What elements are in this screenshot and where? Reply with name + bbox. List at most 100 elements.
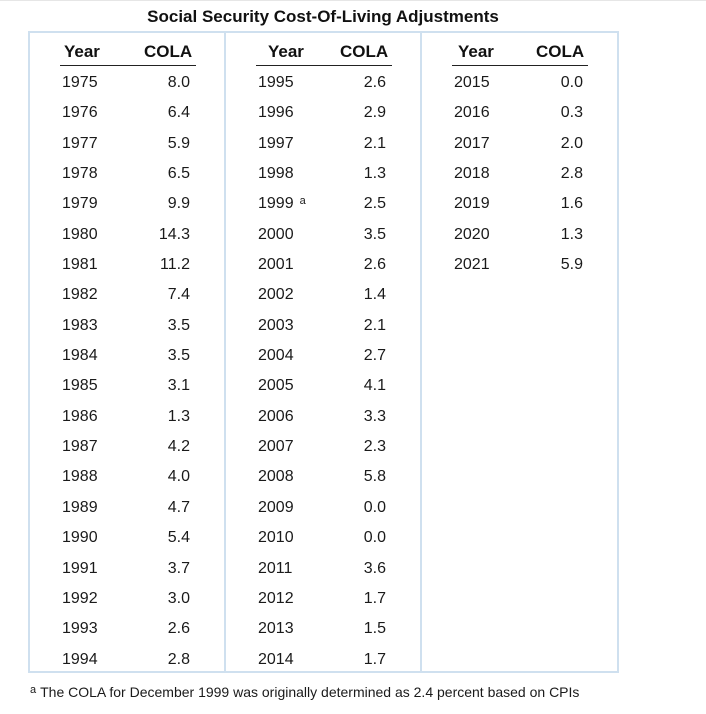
table-row: 1986 1.3 (30, 403, 224, 433)
cola-value: 5.9 (167, 134, 190, 152)
year-value: 2008 (258, 468, 294, 486)
year-value: 2003 (258, 316, 294, 334)
year-value: 2018 (454, 165, 490, 183)
cola-value: 2.3 (363, 438, 386, 456)
cola-value: 8.0 (167, 74, 190, 91)
year-cell: 1984 (62, 347, 98, 365)
table-row: 1997 2.1 (226, 130, 420, 160)
year-value: 1994 (62, 650, 98, 668)
table-row: 2019 1.6 (422, 190, 617, 220)
table-row: 2012 1.7 (226, 585, 420, 615)
cola-value: 0.0 (560, 74, 583, 91)
year-value: 2000 (258, 225, 294, 243)
year-value: 2019 (454, 195, 490, 213)
year-cell: 1983 (62, 317, 98, 335)
year-value: 2005 (258, 377, 294, 395)
year-cell: 2003 (258, 317, 294, 335)
year-cell: 1979 (62, 195, 98, 213)
table-row: 2020 1.3 (422, 221, 617, 251)
year-value: 2020 (454, 225, 490, 243)
cola-value: 6.4 (167, 104, 190, 122)
year-cell: 1995 (258, 74, 294, 92)
table-row: 1976 6.4 (30, 99, 224, 129)
year-cell: 1990 (62, 529, 98, 547)
header-underline (60, 65, 196, 66)
year-value: 1999 (258, 195, 294, 213)
cola-value: 5.4 (167, 529, 190, 547)
year-value: 1982 (62, 286, 98, 304)
table-row: 2001 2.6 (226, 251, 420, 281)
table-row: 2011 3.6 (226, 555, 420, 585)
year-cell: 2020 (454, 226, 490, 244)
year-value: 1984 (62, 347, 98, 365)
year-value: 1978 (62, 165, 98, 183)
cola-value: 2.9 (363, 104, 386, 122)
table-row: 1981 11.2 (30, 251, 224, 281)
table-row: 1992 3.0 (30, 585, 224, 615)
cola-value: 0.0 (363, 498, 386, 516)
table-row: 1989 4.7 (30, 494, 224, 524)
year-cell: 2007 (258, 438, 294, 456)
cola-value: 3.1 (167, 377, 190, 395)
year-cell: 1996 (258, 104, 294, 122)
year-cell: 2021 (454, 256, 490, 274)
cola-value: 3.0 (167, 589, 190, 607)
year-column-header: Year (268, 42, 304, 61)
table-row: 2002 1.4 (226, 281, 420, 311)
table-row: 2004 2.7 (226, 342, 420, 372)
cola-value: 3.6 (363, 559, 386, 577)
year-cell: 1999 a (258, 195, 306, 213)
year-value: 1990 (62, 529, 98, 547)
year-cell: 2017 (454, 135, 490, 153)
year-cell: 2014 (258, 651, 294, 669)
cola-value: 3.5 (167, 316, 190, 334)
table-row: 1995 2.6 (226, 69, 420, 99)
year-value: 2002 (258, 286, 294, 304)
table-row: 1999 a 2.5 (226, 190, 420, 220)
year-value: 1987 (62, 438, 98, 456)
cola-value: 5.8 (363, 468, 386, 486)
year-cell: 2015 (454, 74, 490, 92)
cola-value: 3.5 (363, 225, 386, 243)
year-cell: 1981 (62, 256, 98, 274)
cola-value: 0.0 (363, 529, 386, 547)
cola-table-panel-3: Year COLA 2015 0.0 2016 0.3 2017 2.0 2018 2.8 20… (420, 31, 619, 673)
year-value: 1988 (62, 468, 98, 486)
cola-table-panel-2: Year COLA 1995 2.6 1996 2.9 1997 2.1 1998 1.3 19… (224, 31, 422, 673)
cola-table-panel-1: Year COLA 1975 8.0 1976 6.4 1977 5.9 1978 6.5 19… (28, 31, 226, 673)
year-cell: 2010 (258, 529, 294, 547)
year-cell: 1994 (62, 651, 98, 669)
table-row: 2013 1.5 (226, 615, 420, 645)
cola-value: 1.5 (363, 620, 386, 638)
table-row: 1985 3.1 (30, 372, 224, 402)
year-cell: 1993 (62, 620, 98, 638)
table-row: 2014 1.7 (226, 646, 420, 676)
year-cell: 2018 (454, 165, 490, 183)
year-value: 1986 (62, 407, 98, 425)
year-value: 1991 (62, 559, 98, 577)
cola-value: 1.6 (560, 195, 583, 213)
year-value: 2001 (258, 256, 294, 274)
table-row: 2015 0.0 (422, 69, 617, 99)
table-row: 1996 2.9 (226, 99, 420, 129)
year-cell: 1980 (62, 226, 98, 244)
cola-value: 2.8 (167, 650, 190, 668)
table-row: 2016 0.3 (422, 99, 617, 129)
year-cell: 2008 (258, 468, 294, 486)
cola-value: 11.2 (160, 256, 190, 274)
cola-value: 2.1 (363, 316, 386, 334)
cola-value: 4.7 (167, 498, 190, 516)
year-value: 1977 (62, 134, 98, 152)
table-row: 2010 0.0 (226, 524, 420, 554)
table-row: 2000 3.5 (226, 221, 420, 251)
year-value: 2021 (454, 256, 490, 274)
table-row: 1984 3.5 (30, 342, 224, 372)
footnote-marker: a (299, 195, 306, 208)
footnote-marker: a (30, 684, 37, 696)
year-cell: 2000 (258, 226, 294, 244)
year-value: 1985 (62, 377, 98, 395)
year-value: 2010 (258, 529, 294, 547)
year-value: 2017 (454, 134, 490, 152)
table-row: 1975 8.0 (30, 69, 224, 99)
year-value: 1992 (62, 589, 98, 607)
